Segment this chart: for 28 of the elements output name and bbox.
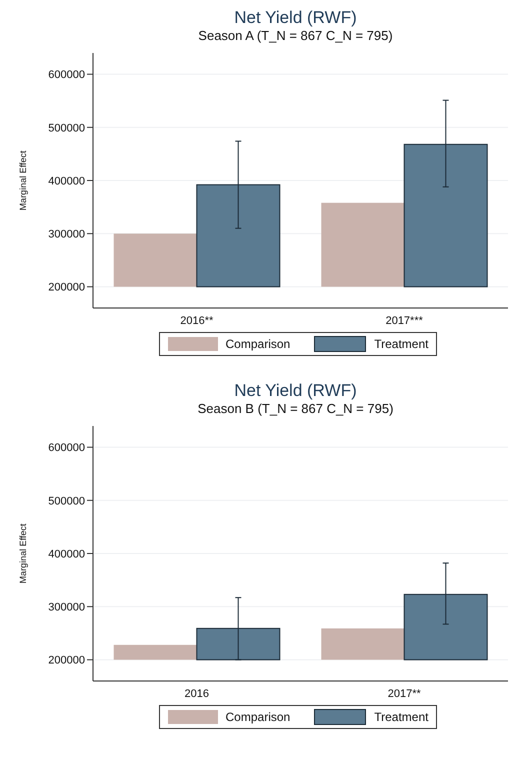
legend-label: Comparison <box>226 710 290 724</box>
y-tick-label: 300000 <box>48 228 85 241</box>
y-axis-title: Marginal Effect <box>18 523 28 584</box>
y-tick-label: 400000 <box>48 175 85 188</box>
y-tick-label: 500000 <box>48 122 85 134</box>
x-tick-label: 2017** <box>388 688 422 700</box>
x-tick-label: 2017*** <box>386 314 424 327</box>
legend-label: Comparison <box>226 337 290 351</box>
y-tick-label: 200000 <box>48 654 85 667</box>
y-tick-label: 200000 <box>48 282 85 294</box>
bar <box>114 234 197 287</box>
x-tick-label: 2016** <box>180 314 214 327</box>
y-tick-label: 600000 <box>48 442 85 454</box>
chart-subtitle: Season A (T_N = 867 C_N = 795) <box>197 28 394 43</box>
x-tick-label: 2016 <box>184 688 209 700</box>
y-tick-label: 600000 <box>48 69 85 82</box>
bar <box>321 628 404 660</box>
chart-subtitle: Season B (T_N = 867 C_N = 795) <box>196 401 394 416</box>
legend-label: Treatment <box>374 710 428 724</box>
legend-label: Treatment <box>374 337 428 351</box>
bar <box>114 644 197 660</box>
chart-title: Net Yield (RWF) <box>233 8 358 28</box>
y-tick-label: 400000 <box>48 548 85 560</box>
y-tick-label: 500000 <box>48 495 85 508</box>
y-tick-label: 300000 <box>48 602 85 614</box>
chart-title: Net Yield (RWF) <box>233 381 358 401</box>
bar <box>321 202 404 287</box>
y-axis-title: Marginal Effect <box>18 150 28 210</box>
